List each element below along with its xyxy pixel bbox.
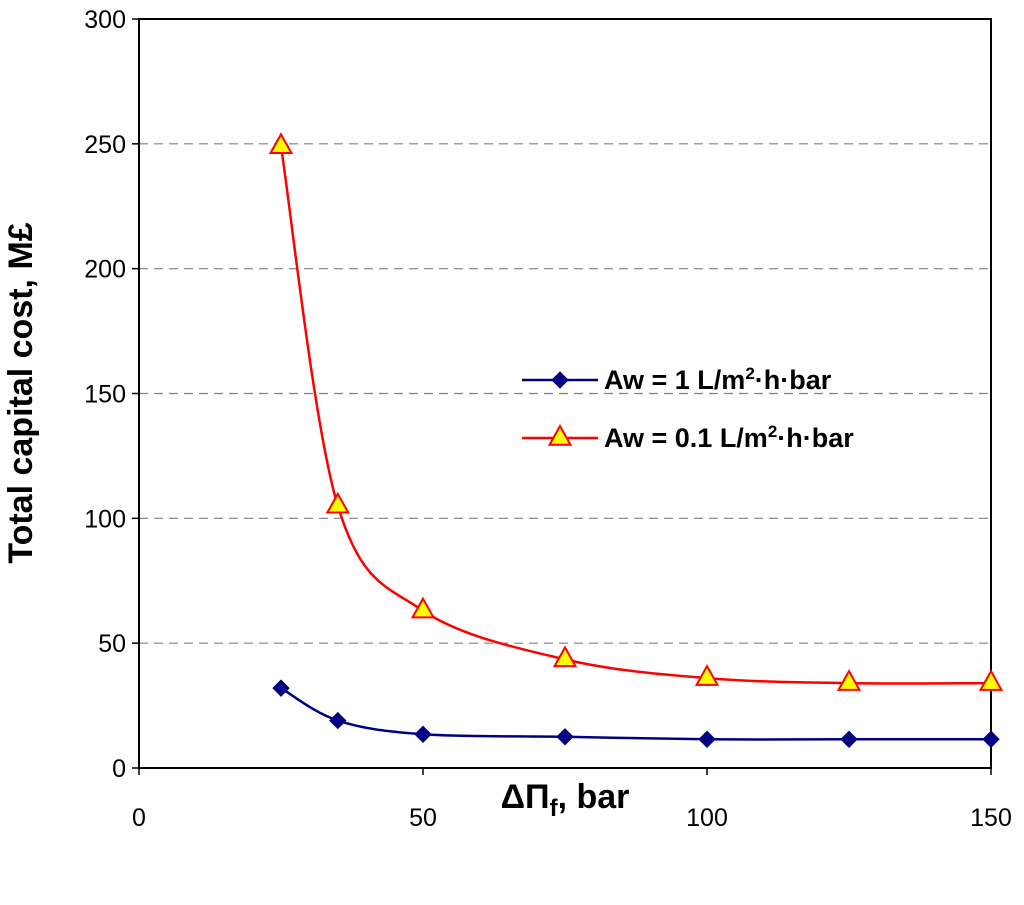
grid-lines bbox=[139, 143, 991, 644]
x-tick-label: 100 bbox=[686, 804, 728, 832]
data-point-triangle bbox=[268, 132, 294, 155]
series-line bbox=[279, 146, 992, 685]
y-tick-label: 150 bbox=[84, 381, 126, 409]
x-tick-label: 50 bbox=[409, 804, 437, 832]
legend-marker-diamond bbox=[551, 371, 569, 389]
x-axis-title-unit: , bar bbox=[558, 778, 630, 816]
x-tick-label: 0 bbox=[132, 804, 146, 832]
data-point-triangle bbox=[836, 669, 862, 691]
series-2 bbox=[268, 132, 1004, 691]
data-point-diamond bbox=[840, 730, 858, 748]
data-point-diamond bbox=[982, 730, 1000, 748]
y-tick-label: 300 bbox=[84, 6, 126, 34]
data-point-triangle bbox=[410, 596, 436, 619]
data-point-diamond bbox=[272, 679, 290, 697]
legend-entry-series-1: Aw = 1 L/m2·h·bar bbox=[522, 364, 832, 395]
y-tick-label: 200 bbox=[84, 256, 126, 284]
data-point-diamond bbox=[329, 711, 347, 730]
y-axis-title: Total capital cost, M£ bbox=[2, 222, 40, 563]
axis-ticks: 0 50 100 150 200 250 300 0 50 100 150 bbox=[84, 6, 1012, 832]
x-axis-title-symbol: ΔΠ bbox=[501, 778, 550, 816]
data-point-triangle bbox=[552, 645, 578, 668]
data-point-diamond bbox=[556, 728, 574, 746]
legend-label-series-1: Aw = 1 L/m2·h·bar bbox=[604, 364, 832, 395]
data-point-diamond bbox=[698, 730, 716, 748]
legend-label-series-2: Aw = 0.1 L/m2·h·bar bbox=[604, 422, 854, 453]
data-point-diamond bbox=[414, 725, 432, 744]
legend-marker-triangle bbox=[547, 423, 573, 446]
y-tick-label: 100 bbox=[84, 505, 126, 533]
legend-entry-series-2: Aw = 0.1 L/m2·h·bar bbox=[522, 422, 854, 453]
series-layer bbox=[268, 132, 1004, 748]
data-point-triangle bbox=[694, 664, 720, 686]
data-point-triangle bbox=[978, 669, 1004, 691]
series-1 bbox=[272, 679, 1000, 748]
x-axis-title: ΔΠf, bar bbox=[501, 778, 630, 822]
x-axis-title-subscript: f bbox=[550, 795, 559, 822]
y-tick-label: 250 bbox=[84, 131, 126, 159]
legend: Aw = 1 L/m2·h·bar Aw = 0.1 L/m2·h·bar bbox=[522, 364, 854, 453]
y-tick-label: 0 bbox=[112, 755, 126, 783]
y-tick-label: 50 bbox=[98, 630, 126, 658]
data-point-triangle bbox=[325, 491, 350, 514]
x-tick-label: 150 bbox=[970, 804, 1012, 832]
series-line bbox=[280, 687, 991, 741]
